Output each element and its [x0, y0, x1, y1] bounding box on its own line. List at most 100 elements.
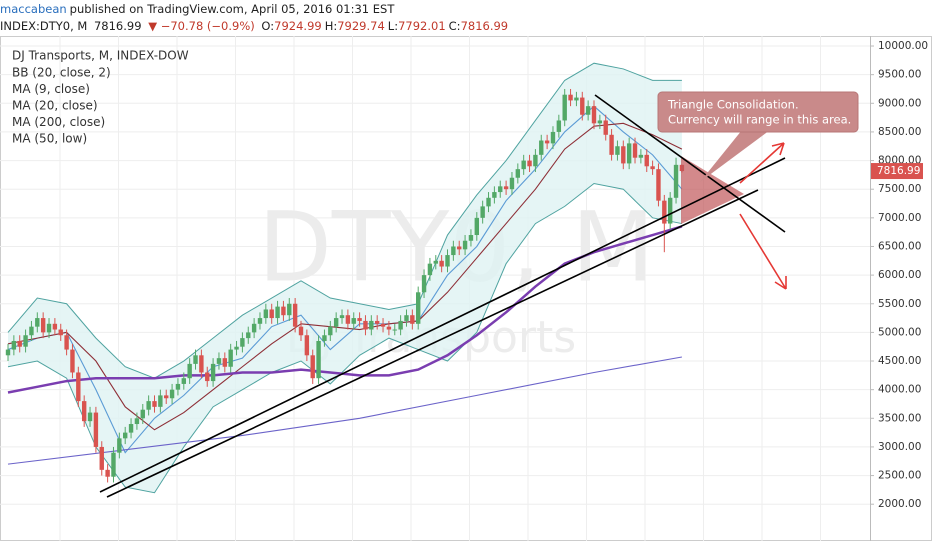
legend-entry: MA (200, close) [12, 115, 105, 129]
candle-body [626, 143, 632, 164]
candle-body [58, 329, 63, 336]
callout-text: Triangle Consolidation. [667, 98, 799, 112]
symbol: INDEX:DTY0, M [0, 19, 88, 33]
candle-body [269, 309, 274, 319]
candle-body [662, 200, 667, 224]
candle-body [199, 355, 204, 373]
legend: DJ Transports, M, INDEX-DOW BB (20, clos… [12, 49, 189, 146]
candle-body [304, 335, 310, 356]
plot [5, 62, 685, 494]
y-tick-label: 2500.00 [878, 470, 921, 482]
support-line [99, 157, 786, 493]
candle-body [210, 363, 216, 382]
legend-entry: MA (50, low) [12, 132, 87, 146]
ohlc: O:7924.99 H:7929.74 L:7792.01 C:7816.99 [261, 19, 511, 33]
y-tick-label: 3000.00 [878, 441, 921, 453]
candle-body [117, 438, 122, 453]
candle-body [638, 154, 644, 158]
bb-upper [7, 62, 682, 379]
candle-body [298, 326, 304, 336]
chart: DTY0, M DJ Transports Triangle Consolida… [0, 36, 932, 541]
candle-body [521, 160, 526, 170]
candle-body [123, 432, 128, 439]
ohlc-label: C: [448, 19, 461, 33]
candle-body [128, 424, 134, 433]
candle-body [386, 326, 392, 330]
candle-body [603, 120, 608, 135]
candle-body [5, 349, 11, 356]
candle-body [228, 349, 233, 367]
candle-body [568, 94, 573, 101]
candle-body [427, 263, 433, 276]
candle-body [52, 323, 58, 330]
candle-body [480, 206, 485, 218]
candle-body [105, 469, 110, 477]
candle-body [152, 401, 157, 407]
y-tick-label: 8500.00 [878, 126, 921, 138]
last-price: 7816.99 [93, 19, 142, 33]
candle-body [187, 363, 192, 379]
candle-body [333, 318, 339, 327]
candle-body [205, 372, 210, 382]
candle-body [503, 186, 509, 190]
arrows [739, 142, 787, 290]
candle-body [29, 326, 34, 336]
candle-body [351, 318, 356, 324]
candle-body [644, 154, 649, 167]
candle-body [246, 332, 251, 339]
candle-body [556, 120, 562, 132]
callout [657, 91, 859, 133]
moving-average [7, 122, 683, 431]
candle-body [263, 309, 269, 319]
candle-body [257, 318, 263, 324]
legend-entry: MA (9, close) [12, 82, 90, 96]
y-tick-label: 6000.00 [878, 269, 921, 281]
ohlc-value: 7924.99 [274, 19, 322, 33]
candle-body [93, 412, 99, 447]
candle-body [462, 240, 468, 250]
candle-body [451, 246, 456, 256]
candle-body [46, 323, 52, 333]
legend-entry: MA (20, close) [12, 99, 98, 113]
callout-text: Currency will range in this area. [668, 113, 851, 127]
y-tick-label: 2000.00 [878, 498, 921, 510]
candle-body [322, 335, 327, 341]
candle-body [650, 166, 655, 170]
candle-body [585, 106, 591, 115]
candle-body [486, 197, 491, 207]
candle-body [193, 355, 198, 364]
chart-title: DJ Transports, M, INDEX-DOW [12, 49, 189, 63]
candle-body [398, 320, 403, 330]
candle-body [70, 349, 75, 373]
candle-body [673, 164, 679, 198]
candle-body [181, 378, 186, 384]
candle-body [158, 395, 163, 407]
candle-body [591, 106, 597, 124]
y-tick-label: 7500.00 [878, 183, 921, 195]
last-price-tag [871, 163, 923, 180]
candle-body [457, 246, 462, 250]
grid [0, 36, 870, 541]
candle-body [222, 358, 228, 367]
candle-body [380, 323, 386, 327]
candle-body [240, 338, 245, 347]
candle-body [164, 395, 169, 399]
moving-average [7, 225, 683, 394]
y-axis-labels: 2000.00 2500.00 3000.00 3500.00 4000.00 4500.… [870, 40, 928, 510]
candle-body [474, 217, 479, 236]
candle-body [328, 326, 333, 336]
author[interactable]: maccabean [0, 2, 67, 16]
candle-body [621, 146, 626, 164]
y-tick-label: 7000.00 [878, 212, 921, 224]
candle-body [416, 292, 421, 324]
ohlc-value: 7929.74 [337, 19, 385, 33]
candle-body [292, 303, 298, 327]
candle-body [363, 320, 368, 330]
support-line [106, 189, 759, 498]
candle-body [357, 318, 362, 321]
arrow-up [739, 142, 785, 184]
ohlc-value: 7792.01 [398, 19, 446, 33]
triangle-zone [681, 156, 744, 224]
moving-average [7, 356, 682, 465]
